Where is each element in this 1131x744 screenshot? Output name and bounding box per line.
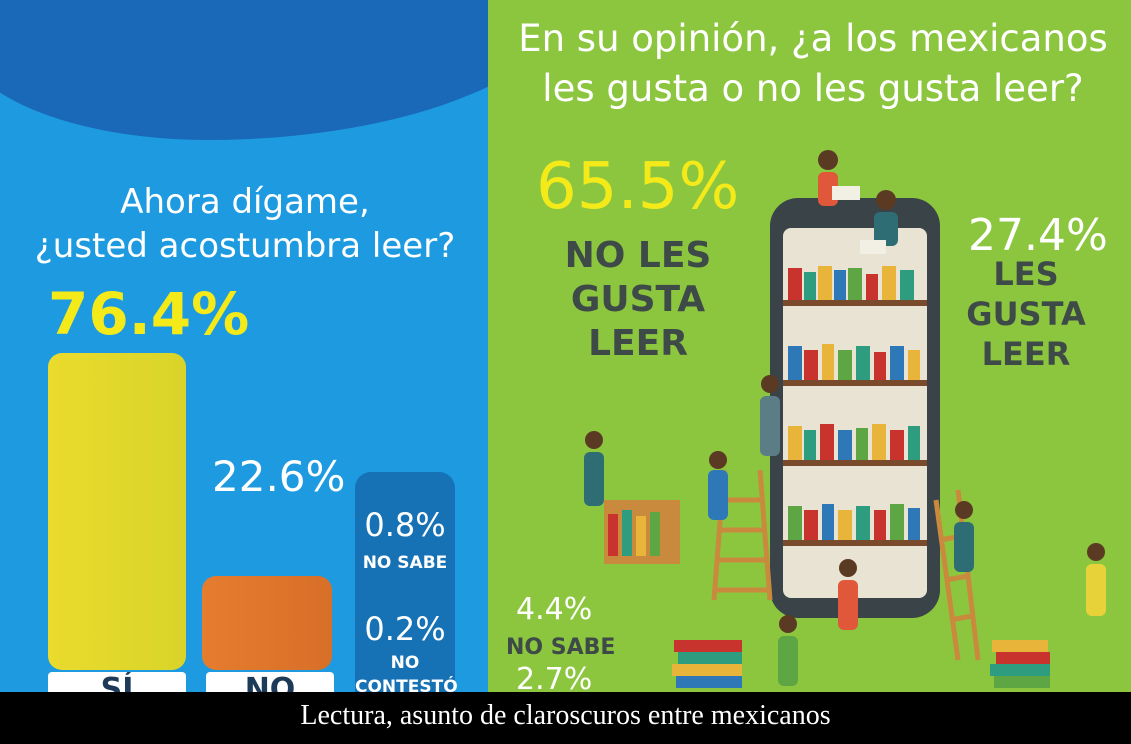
left-question-line1: Ahora dígame,: [120, 182, 370, 222]
right-question: En su opinión, ¿a los mexicanos les gust…: [498, 14, 1128, 114]
no-les-value: 65.5%: [536, 150, 740, 224]
bar-si-label: SÍ: [48, 672, 186, 692]
bar-si-value: 76.4%: [48, 280, 250, 348]
les-label-2: LEER: [981, 335, 1071, 373]
nocontesto-label-1: NO: [390, 653, 420, 673]
right-panel: En su opinión, ¿a los mexicanos les gust…: [488, 0, 1131, 692]
caption: Lectura, asunto de claroscuros entre mex…: [300, 700, 831, 731]
bar-no-value: 22.6%: [212, 452, 346, 501]
left-question-line2: ¿usted acostumbra leer?: [34, 226, 456, 266]
right-question-line1: En su opinión, ¿a los mexicanos: [518, 17, 1108, 60]
no-les-label: NO LES GUSTA LEER: [528, 234, 748, 366]
nocontesto-label-2: CONTESTÓ: [355, 677, 458, 692]
no-les-label-1: NO LES: [564, 235, 712, 276]
left-panel: Ahora dígame, ¿usted acostumbra leer? 76…: [0, 0, 488, 692]
les-label-1: LES GUSTA: [966, 255, 1086, 333]
right-nosabe-value: 4.4%: [516, 592, 593, 627]
right-question-line2: les gusta o no les gusta leer?: [542, 67, 1084, 110]
right-nosabe-label: NO SABE: [506, 635, 616, 660]
caption-band: [0, 692, 1131, 744]
reading-illustration: [584, 150, 1106, 688]
bar-no-label: NO: [206, 672, 334, 692]
les-label: LES GUSTA LEER: [934, 254, 1118, 374]
minor-answers-pill: 0.8% NO SABE 0.2% NO CONTESTÓ: [355, 472, 458, 692]
left-header-shape: [0, 0, 488, 140]
bar-no: [202, 576, 332, 670]
les-value: 27.4%: [968, 210, 1108, 261]
no-les-label-2: GUSTA LEER: [570, 279, 706, 364]
nosabe-value: 0.8%: [364, 506, 446, 544]
nocontesto-value: 0.2%: [364, 610, 446, 648]
bar-si: [48, 352, 186, 670]
right-other-value: 2.7%: [516, 662, 593, 692]
left-question: Ahora dígame, ¿usted acostumbra leer?: [20, 180, 470, 268]
nosabe-label: NO SABE: [362, 553, 448, 573]
